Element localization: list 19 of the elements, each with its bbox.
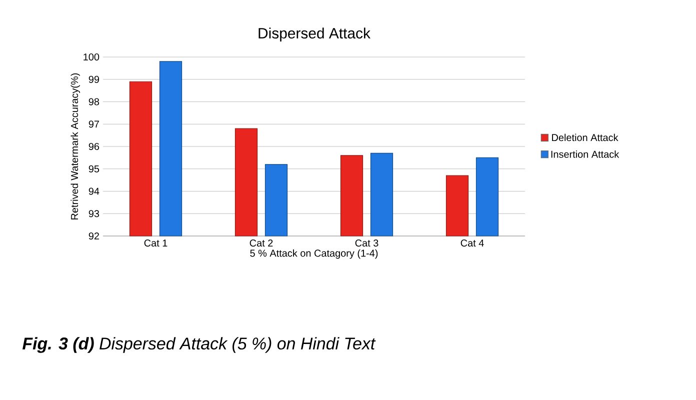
legend-label: Insertion Attack [551,150,620,158]
y-tick-label: 99 [88,76,100,83]
y-tick-label: 93 [88,210,100,218]
x-tick-label: Cat 2 [250,240,273,247]
y-tick-label: 92 [88,232,99,240]
legend-label: Deletion Attack [552,134,618,142]
text: Fig. 3 (d) Dispersed Attack (5 %) on Hindi Text [22,337,376,353]
y-tick-label: 95 [88,165,100,172]
y-tick-label: 100 [84,53,100,61]
x-axis-title: 5 % Attack on Catagory (1-4) [250,249,378,259]
y-axis-title: Retrived Watermark Accuracy(%) [70,73,80,220]
y-tick-label: 94 [88,188,100,195]
x-tick-label: Cat 3 [355,240,378,247]
y-tick-label: 98 [88,98,100,106]
x-tick-label: Cat 4 [460,240,484,247]
chart-title: Dispersed Attack [258,28,370,42]
y-tick-label: 96 [88,142,100,150]
y-tick-label: 97 [88,120,99,128]
x-tick-label: Cat 1 [144,240,168,247]
